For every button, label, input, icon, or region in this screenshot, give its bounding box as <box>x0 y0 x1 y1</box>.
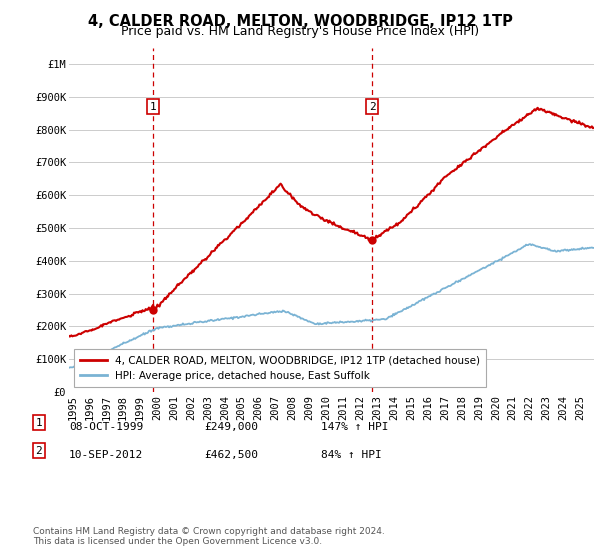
Text: 147% ↑ HPI: 147% ↑ HPI <box>321 422 389 432</box>
Text: 1: 1 <box>35 418 43 428</box>
Text: Contains HM Land Registry data © Crown copyright and database right 2024.
This d: Contains HM Land Registry data © Crown c… <box>33 526 385 546</box>
Text: 1: 1 <box>150 102 157 111</box>
Text: 08-OCT-1999: 08-OCT-1999 <box>69 422 143 432</box>
Text: 2: 2 <box>369 102 376 111</box>
Text: £249,000: £249,000 <box>204 422 258 432</box>
Text: Price paid vs. HM Land Registry's House Price Index (HPI): Price paid vs. HM Land Registry's House … <box>121 25 479 38</box>
Text: 2: 2 <box>35 446 43 456</box>
Text: 84% ↑ HPI: 84% ↑ HPI <box>321 450 382 460</box>
Text: 10-SEP-2012: 10-SEP-2012 <box>69 450 143 460</box>
Text: 4, CALDER ROAD, MELTON, WOODBRIDGE, IP12 1TP: 4, CALDER ROAD, MELTON, WOODBRIDGE, IP12… <box>88 14 512 29</box>
Text: £462,500: £462,500 <box>204 450 258 460</box>
Legend: 4, CALDER ROAD, MELTON, WOODBRIDGE, IP12 1TP (detached house), HPI: Average pric: 4, CALDER ROAD, MELTON, WOODBRIDGE, IP12… <box>74 349 486 387</box>
